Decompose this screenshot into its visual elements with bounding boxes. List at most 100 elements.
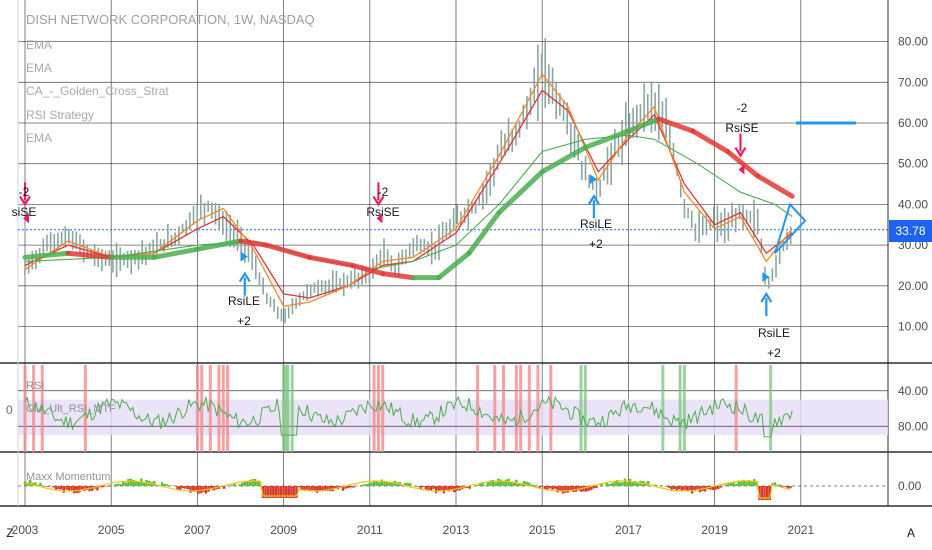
rsi-overbought-bar [493, 365, 497, 452]
momentum-bar [367, 483, 371, 486]
momentum-bar [388, 481, 391, 486]
momentum-bar [47, 486, 50, 487]
signal-label-name: RsiSE [366, 205, 399, 219]
momentum-bar [696, 486, 699, 490]
momentum-bar [137, 481, 140, 486]
rsi-oversold-bar [682, 365, 686, 452]
momentum-bar [80, 486, 84, 491]
momentum-bar [520, 483, 523, 486]
rsi-oversold-bar [661, 365, 665, 452]
momentum-bar [122, 481, 125, 486]
rsi-legend[interactable]: RSI [26, 380, 45, 392]
momentum-bar [279, 486, 283, 498]
momentum-bar [132, 479, 135, 486]
momentum-bar [670, 486, 673, 491]
momentum-bar [166, 484, 169, 486]
golden-cross-segment [380, 271, 416, 281]
legend-golden-cross[interactable]: CA_-_Golden_Cross_Strat [26, 84, 169, 98]
momentum-bar [241, 482, 244, 486]
rsi-line [24, 395, 793, 438]
momentum-bar [282, 486, 285, 498]
momentum-bar [34, 482, 37, 486]
momentum-bar [184, 486, 187, 489]
momentum-bar [742, 479, 746, 486]
momentum-bar [202, 486, 205, 493]
momentum-bar [60, 486, 63, 490]
momentum-bar [556, 486, 559, 493]
legend-rsi-strategy[interactable]: RSI Strategy [26, 108, 95, 122]
momentum-bar [489, 480, 492, 486]
rsi-zero-label: 0 [6, 403, 13, 417]
golden-cross-segment [656, 116, 696, 134]
momentum-bar [28, 480, 32, 486]
legend-ema-3[interactable]: EMA [26, 131, 53, 145]
momentum-bar [636, 482, 640, 486]
momentum-bar [419, 486, 422, 490]
momentum-bar [362, 484, 365, 486]
rsi-overbought-bar [734, 365, 738, 452]
auto-scale-button[interactable]: A [906, 526, 915, 540]
golden-cross-segment [755, 173, 795, 199]
momentum-bar [709, 486, 712, 490]
momentum-bar [189, 486, 192, 493]
momentum-legend[interactable]: Maxx Momentum [26, 471, 111, 483]
rsi-overbought-bar [195, 365, 199, 452]
momentum-bar [613, 481, 616, 486]
signal-flag [240, 251, 248, 262]
signal-label-name: siSE [12, 205, 37, 219]
signal-label-value: RsiLE [758, 326, 790, 340]
momentum-bar [665, 486, 668, 487]
signal-flag [762, 271, 770, 282]
momentum-bar [727, 483, 730, 486]
momentum-bar [595, 486, 598, 489]
momentum-bar [693, 486, 696, 492]
momentum-bar [509, 481, 513, 486]
momentum-bar [243, 481, 247, 486]
momentum-bar [732, 482, 735, 486]
price-tick-label: 50.00 [898, 157, 928, 171]
momentum-bar [163, 484, 166, 486]
momentum-bar [569, 486, 572, 491]
momentum-bar [786, 486, 790, 489]
rsi-overbought-bar [376, 365, 380, 452]
time-tick-label: 2021 [787, 523, 814, 537]
momentum-bar [559, 486, 562, 492]
momentum-bar [582, 486, 585, 492]
momentum-bar [375, 481, 378, 486]
momentum-bar [129, 478, 133, 486]
legend-ema-1[interactable]: EMA [26, 38, 53, 52]
momentum-bar [230, 484, 234, 486]
momentum-bar [186, 486, 190, 490]
momentum-bar [553, 486, 557, 489]
rsi-oversold-bar [583, 365, 587, 452]
momentum-bar [385, 482, 389, 486]
momentum-bar [654, 484, 658, 486]
momentum-bar [737, 480, 740, 486]
cm-rsi-legend[interactable]: CM_Ult_RSI_MTF [26, 403, 116, 415]
momentum-bar [54, 486, 58, 490]
rsi-tick-label: 40.00 [898, 384, 928, 398]
momentum-bar [83, 486, 86, 492]
momentum-bar [445, 486, 448, 492]
momentum-bar [106, 486, 109, 487]
momentum-bar [486, 482, 490, 486]
timezone-button[interactable]: Z [6, 526, 14, 540]
momentum-bar [266, 486, 270, 498]
momentum-bar [584, 486, 588, 492]
rsi-overbought-bar [549, 365, 553, 452]
momentum-bar [517, 482, 521, 486]
momentum-bar [577, 486, 580, 491]
momentum-bar [142, 481, 146, 486]
rsi-oversold-bar [282, 365, 286, 452]
momentum-bar [776, 484, 779, 486]
golden-cross-segment [436, 250, 472, 281]
momentum-bar [481, 482, 484, 486]
momentum-bar [256, 481, 259, 486]
momentum-bar [476, 485, 479, 486]
ema-red-line [24, 89, 793, 299]
momentum-bar [753, 478, 756, 486]
momentum-bar [171, 485, 174, 486]
legend-ema-2[interactable]: EMA [26, 61, 53, 75]
momentum-bar [318, 486, 322, 491]
momentum-bar [621, 482, 624, 486]
